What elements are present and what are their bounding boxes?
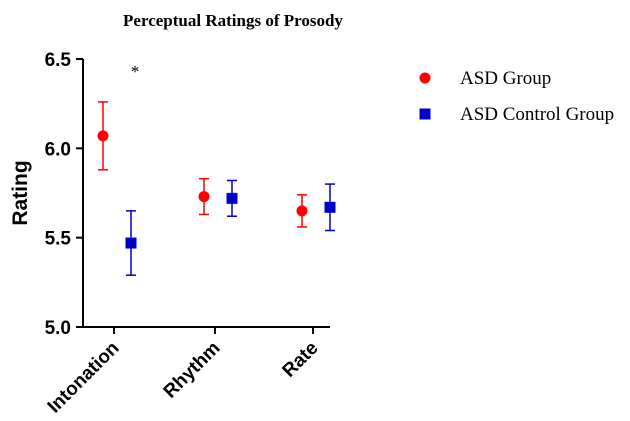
x-tick-label: Rate [279, 338, 323, 382]
annotations: * [131, 62, 140, 81]
legend-label: ASD Control Group [460, 104, 614, 125]
data-point [97, 130, 109, 142]
data-point [324, 201, 336, 213]
legend-marker [419, 72, 431, 84]
chart-title: Perceptual Ratings of Prosody [123, 11, 343, 30]
x-ticks: Intonation Rhythm Rate [44, 327, 323, 417]
series-1 [97, 101, 308, 228]
data-point [198, 191, 210, 203]
y-tick-label: 6.0 [45, 139, 71, 160]
y-axis-label: Rating [9, 160, 32, 225]
y-ticks: 5.0 5.5 6.0 6.5 [45, 50, 83, 339]
series-2 [125, 179, 336, 276]
legend-item: ASD Group [419, 68, 551, 89]
data-point [296, 205, 308, 217]
y-tick-label: 5.0 [45, 318, 71, 339]
x-tick-label: Intonation [44, 338, 124, 418]
y-tick-label: 6.5 [45, 50, 72, 71]
data-series [97, 101, 336, 276]
legend-item: ASD Control Group [419, 104, 614, 125]
legend-label: ASD Group [460, 68, 551, 89]
significance-annotation: * [131, 62, 140, 81]
data-point [125, 237, 137, 249]
legend: ASD Group ASD Control Group [419, 68, 614, 125]
x-tick-label: Rhythm [160, 338, 225, 403]
legend-marker [419, 108, 431, 120]
data-point [226, 192, 238, 204]
y-tick-label: 5.5 [45, 229, 72, 250]
